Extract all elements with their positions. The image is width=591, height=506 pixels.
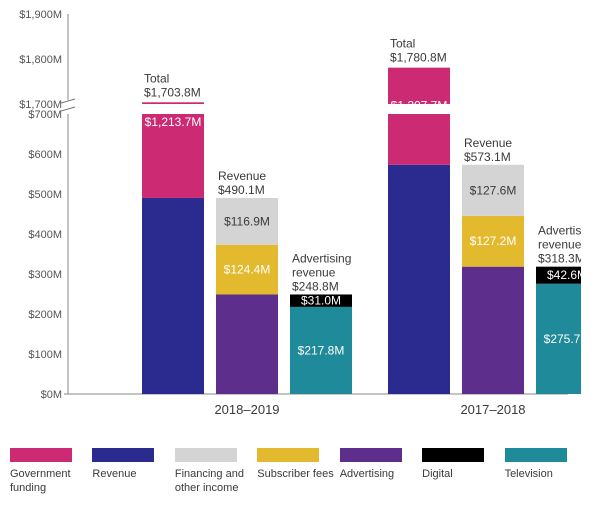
legend-swatch	[340, 448, 402, 462]
chart-legend: Government funding Revenue Financing and o…	[10, 448, 581, 496]
svg-text:$573.1M: $573.1M	[464, 150, 511, 164]
legend-item-digital: Digital	[422, 448, 498, 496]
svg-text:$1,207.7M: $1,207.7M	[391, 98, 448, 112]
svg-text:Revenue: Revenue	[464, 136, 512, 150]
svg-text:$1,780.8M: $1,780.8M	[390, 51, 447, 65]
svg-text:$275.7M: $275.7M	[544, 332, 581, 346]
svg-text:$400M: $400M	[28, 229, 62, 241]
svg-text:revenue: revenue	[292, 265, 336, 279]
svg-text:$1,703.8M: $1,703.8M	[144, 85, 201, 99]
svg-text:$248.8M: $248.8M	[292, 279, 339, 293]
svg-text:$200M: $200M	[28, 309, 62, 321]
svg-text:revenue: revenue	[538, 238, 581, 252]
svg-text:Advertising: Advertising	[292, 251, 351, 265]
svg-text:2018–2019: 2018–2019	[214, 402, 279, 417]
legend-item-subscriber_fees: Subscriber fees	[257, 448, 333, 496]
svg-text:$217.8M: $217.8M	[298, 343, 345, 357]
legend-swatch	[505, 448, 567, 462]
legend-item-advertising: Advertising	[340, 448, 416, 496]
legend-label: Government funding	[10, 468, 86, 496]
chart-svg: $0M$100M$200M$300M$400M$500M$600M$700M$1…	[10, 10, 581, 422]
svg-text:$124.4M: $124.4M	[224, 263, 271, 277]
svg-text:$500M: $500M	[28, 189, 62, 201]
legend-label: Advertising	[340, 468, 416, 482]
legend-swatch	[422, 448, 484, 462]
legend-swatch	[10, 448, 72, 462]
svg-text:$318.3M: $318.3M	[538, 252, 581, 266]
legend-item-government_funding: Government funding	[10, 448, 86, 496]
svg-text:$116.9M: $116.9M	[224, 214, 270, 228]
svg-text:Total: Total	[144, 71, 169, 85]
legend-swatch	[92, 448, 154, 462]
legend-swatch	[175, 448, 237, 462]
legend-label: Subscriber fees	[257, 468, 333, 482]
svg-text:$127.2M: $127.2M	[470, 234, 517, 248]
svg-text:$1,700M: $1,700M	[19, 99, 62, 111]
legend-label: Financing and other income	[175, 468, 251, 496]
svg-text:$300M: $300M	[28, 269, 62, 281]
svg-text:$127.6M: $127.6M	[470, 183, 517, 197]
svg-text:2017–2018: 2017–2018	[460, 402, 525, 417]
svg-text:Advertising: Advertising	[538, 224, 581, 238]
svg-text:$1,213.7M: $1,213.7M	[145, 115, 202, 129]
legend-label: Television	[505, 468, 581, 482]
revenue-chart: $0M$100M$200M$300M$400M$500M$600M$700M$1…	[10, 10, 581, 440]
svg-text:$31.0M: $31.0M	[301, 294, 341, 308]
legend-label: Digital	[422, 468, 498, 482]
svg-text:Total: Total	[390, 37, 415, 51]
legend-item-television: Television	[505, 448, 581, 496]
svg-text:$100M: $100M	[28, 349, 62, 361]
svg-text:$1,800M: $1,800M	[19, 54, 62, 66]
svg-text:$1,900M: $1,900M	[19, 10, 62, 21]
legend-item-financing: Financing and other income	[175, 448, 251, 496]
svg-text:$600M: $600M	[28, 149, 62, 161]
svg-text:$42.6M: $42.6M	[547, 268, 581, 282]
legend-item-revenue: Revenue	[92, 448, 168, 496]
legend-label: Revenue	[92, 468, 168, 482]
svg-text:Revenue: Revenue	[218, 169, 266, 183]
svg-text:$490.1M: $490.1M	[218, 183, 265, 197]
legend-swatch	[257, 448, 319, 462]
svg-text:$0M: $0M	[41, 389, 62, 401]
